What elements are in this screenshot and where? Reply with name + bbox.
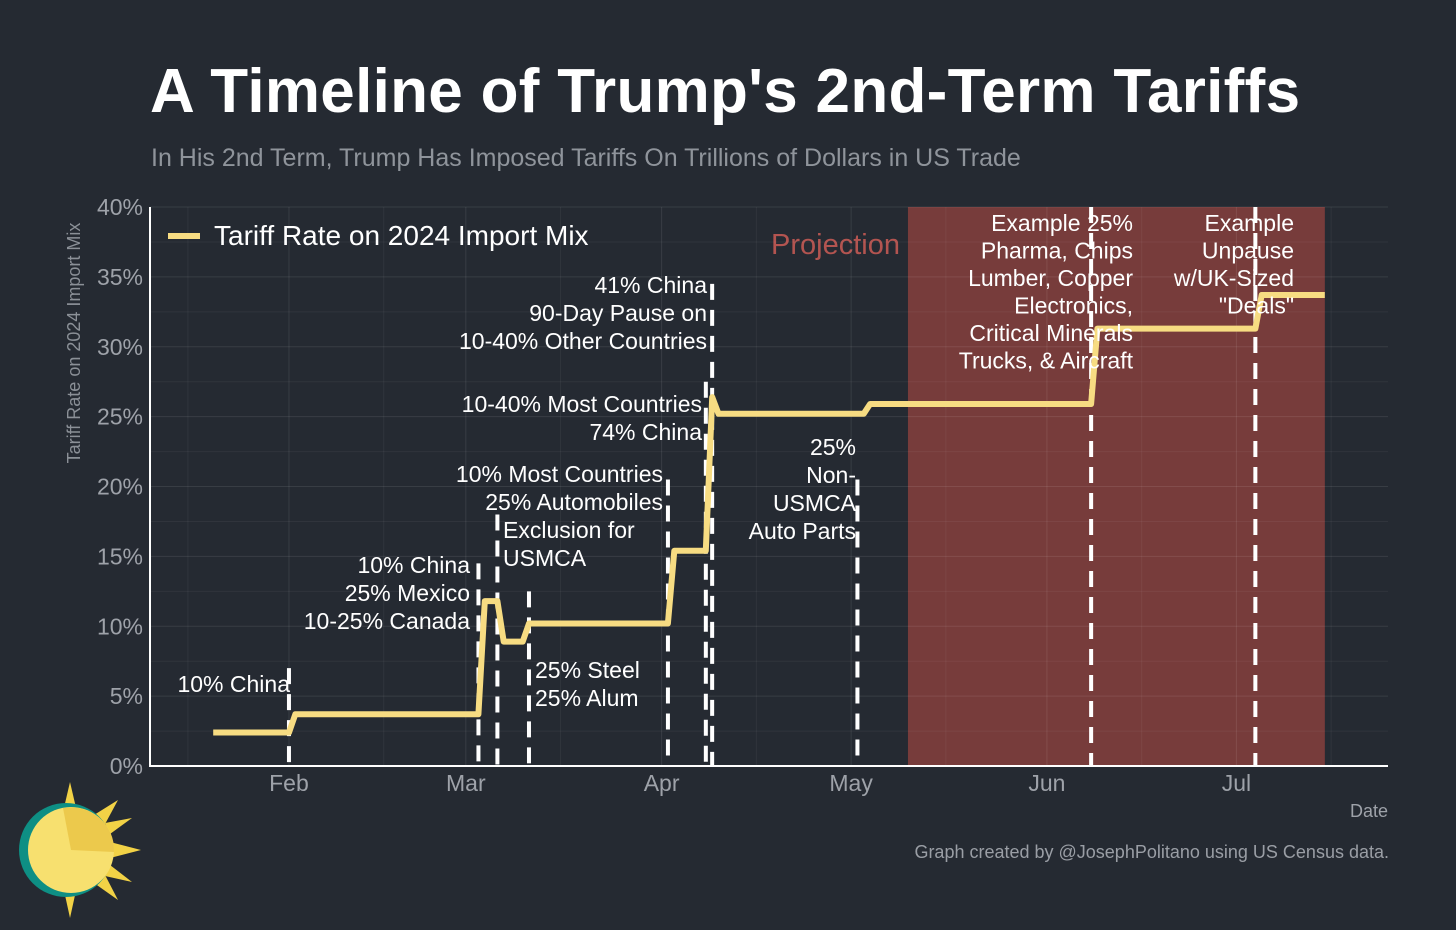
annotation-label: "Deals" — [1219, 293, 1294, 319]
annotation-label: Exclusion for — [503, 517, 635, 543]
x-tick-label: Jul — [1222, 770, 1251, 796]
y-axis-title: Tariff Rate on 2024 Import Mix — [64, 223, 84, 464]
y-tick-label: 15% — [97, 543, 143, 569]
annotation-label: 10-40% Most Countries — [462, 391, 702, 417]
annotation-label: Non- — [806, 462, 856, 488]
y-tick-label: 25% — [97, 404, 143, 430]
annotation-label: 25% — [810, 434, 856, 460]
annotation-label: Critical Minerals — [969, 320, 1133, 346]
y-tick-label: 0% — [110, 753, 143, 779]
annotation-label: USMCA — [773, 490, 857, 516]
annotation-label: Electronics, — [1014, 293, 1133, 319]
annotation-label: Example 25% — [991, 210, 1133, 236]
annotation-label: USMCA — [503, 545, 587, 571]
x-tick-label: Apr — [644, 770, 680, 796]
annotation-label: 25% Automobiles — [485, 489, 663, 515]
annotation-label: Auto Parts — [749, 518, 856, 544]
credit-note: Graph created by @JosephPolitano using U… — [914, 842, 1389, 862]
sun-logo-icon — [19, 782, 141, 918]
annotation-label: 25% Steel — [535, 657, 640, 683]
y-tick-label: 5% — [110, 683, 143, 709]
x-tick-label: Jun — [1028, 770, 1065, 796]
chart-title: A Timeline of Trump's 2nd-Term Tariffs — [150, 57, 1301, 126]
annotation-label: Trucks, & Aircraft — [959, 348, 1134, 374]
x-tick-label: Feb — [269, 770, 309, 796]
y-tick-label: 40% — [97, 194, 143, 220]
annotation-label: Lumber, Copper — [968, 265, 1133, 291]
legend-label: Tariff Rate on 2024 Import Mix — [214, 220, 589, 251]
x-axis-title: Date — [1350, 801, 1388, 821]
annotation-label: 10% Most Countries — [456, 461, 663, 487]
y-tick-label: 20% — [97, 474, 143, 500]
annotation-label: 25% Mexico — [345, 580, 470, 606]
annotation-label: 10% China — [357, 552, 470, 578]
y-tick-label: 35% — [97, 264, 143, 290]
annotation-label: Example — [1205, 210, 1294, 236]
annotation-label: 41% China — [594, 272, 707, 298]
chart-subtitle: In His 2nd Term, Trump Has Imposed Tarif… — [151, 144, 1021, 172]
annotation-label: 10% China — [177, 671, 290, 697]
annotation-label: 10-25% Canada — [304, 608, 470, 634]
annotation-label: Pharma, Chips — [981, 238, 1133, 264]
tariff-rate-line — [213, 292, 1325, 736]
x-tick-label: Mar — [446, 770, 486, 796]
projection-label: Projection — [771, 229, 900, 261]
annotation-label: Unpause — [1202, 238, 1294, 264]
x-tick-label: May — [829, 770, 873, 796]
annotation-label: 90-Day Pause on — [529, 300, 707, 326]
annotation-label: 10-40% Other Countries — [459, 328, 707, 354]
y-tick-label: 10% — [97, 613, 143, 639]
annotation-label: w/UK-Sized — [1173, 265, 1294, 291]
annotation-label: 74% China — [589, 419, 702, 445]
annotation-label: 25% Alum — [535, 685, 639, 711]
y-tick-label: 30% — [97, 334, 143, 360]
